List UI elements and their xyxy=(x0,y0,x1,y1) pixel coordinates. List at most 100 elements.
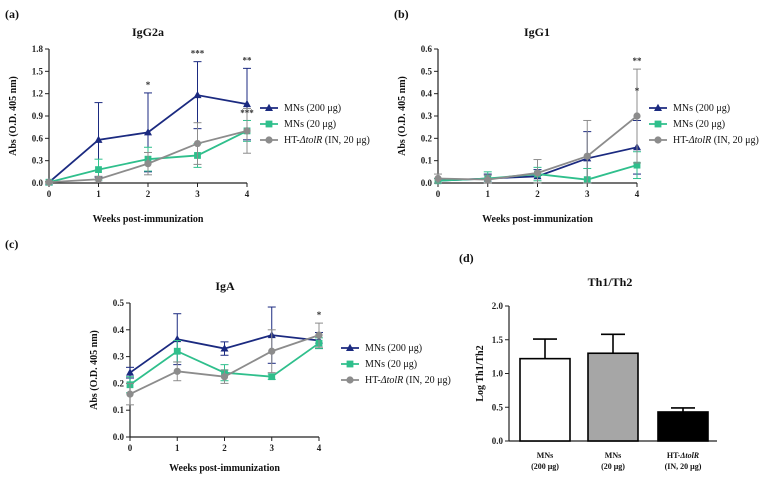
x-tick-label: 4 xyxy=(317,443,322,453)
chart-title: Th1/Th2 xyxy=(588,275,633,289)
data-point xyxy=(45,178,53,186)
data-point xyxy=(633,112,641,120)
y-tick-label: 1.8 xyxy=(32,44,44,54)
category-label: MNs xyxy=(605,451,621,460)
y-tick-label: 0.6 xyxy=(32,133,44,143)
x-tick-label: 3 xyxy=(270,443,275,453)
y-axis-label: Abs (O.D. 405 nm) xyxy=(89,330,100,410)
x-tick-label: 2 xyxy=(146,189,151,199)
y-tick-label: 0.9 xyxy=(32,111,44,121)
bar xyxy=(657,411,709,442)
data-point xyxy=(220,373,229,381)
x-tick-label: 2 xyxy=(222,443,227,453)
significance-marker: * xyxy=(146,80,151,90)
data-point xyxy=(126,368,134,376)
y-axis-label: Abs (O.D. 405 nm) xyxy=(8,76,19,156)
x-tick-label: 3 xyxy=(195,189,200,199)
panel-label: (c) xyxy=(5,237,18,251)
y-tick-label: 0.0 xyxy=(32,178,44,188)
legend-marker xyxy=(654,120,662,128)
y-tick-label: 1.0 xyxy=(492,369,504,379)
y-tick-label: 0.0 xyxy=(113,432,125,442)
legend-label: MNs (20 μg) xyxy=(365,359,417,370)
x-tick-label: 0 xyxy=(47,189,52,199)
data-point xyxy=(173,367,181,375)
legend-marker xyxy=(346,376,354,384)
data-point xyxy=(144,128,152,136)
y-tick-label: 1.2 xyxy=(32,89,44,99)
y-tick-label: 0.5 xyxy=(421,66,433,76)
legend-marker xyxy=(654,136,662,144)
panel-label: (a) xyxy=(5,7,19,21)
x-tick-label: 3 xyxy=(585,189,590,199)
y-tick-label: 0.2 xyxy=(421,133,433,143)
significance-marker: *** xyxy=(240,108,254,118)
legend-label: HT-ΔtolR (IN, 20 μg) xyxy=(284,135,370,146)
x-axis-label: Weeks post-immunization xyxy=(169,463,280,474)
x-tick-label: 1 xyxy=(486,189,491,199)
category-sublabel: (20 μg) xyxy=(601,462,625,471)
legend-marker xyxy=(654,103,662,111)
data-point xyxy=(633,161,641,169)
y-tick-label: 1.5 xyxy=(492,335,504,345)
category-sublabel: (IN, 20 μg) xyxy=(665,462,702,471)
y-tick-label: 0.4 xyxy=(113,325,125,335)
chart-title: IgA xyxy=(215,279,235,293)
legend-label: MNs (20 μg) xyxy=(284,119,336,130)
x-tick-label: 0 xyxy=(128,443,133,453)
data-point xyxy=(243,127,251,135)
panel-label: (d) xyxy=(459,251,474,265)
significance-marker: ** xyxy=(633,56,643,66)
chart-title: IgG2a xyxy=(132,25,164,39)
bar xyxy=(519,357,571,442)
x-tick-label: 4 xyxy=(635,189,640,199)
legend-label: MNs (200 μg) xyxy=(365,343,422,354)
y-tick-label: 0.1 xyxy=(113,405,125,415)
data-point xyxy=(268,347,276,355)
legend-label: MNs (200 μg) xyxy=(673,103,730,114)
x-axis-label: Weeks post-immunization xyxy=(482,214,593,225)
y-tick-label: 0.3 xyxy=(113,352,125,362)
category-sublabel: (200 μg) xyxy=(531,462,559,471)
legend-marker xyxy=(265,120,273,128)
data-point xyxy=(95,166,102,173)
y-tick-label: 0.5 xyxy=(113,298,125,308)
x-tick-label: 2 xyxy=(535,189,540,199)
x-tick-label: 1 xyxy=(96,189,101,199)
data-point xyxy=(583,152,591,160)
panel-label: (b) xyxy=(394,7,409,21)
y-axis-label: Log Th1/Th2 xyxy=(475,345,486,401)
data-point xyxy=(94,135,103,143)
data-point xyxy=(268,373,276,381)
data-point xyxy=(173,347,181,355)
significance-marker: * xyxy=(635,86,640,96)
x-tick-label: 1 xyxy=(175,443,180,453)
bar xyxy=(587,352,639,442)
y-tick-label: 0.3 xyxy=(32,156,44,166)
legend-label: HT-ΔtolR (IN, 20 μg) xyxy=(365,375,451,386)
data-point xyxy=(243,99,251,108)
category-label: HT-ΔtolR xyxy=(667,451,700,460)
y-tick-label: 0.2 xyxy=(113,378,125,388)
y-tick-label: 2.0 xyxy=(492,301,504,311)
y-tick-label: 0.4 xyxy=(421,89,433,99)
legend-marker xyxy=(346,343,354,351)
x-tick-label: 0 xyxy=(436,189,441,199)
x-axis-label: Weeks post-immunization xyxy=(93,214,204,225)
legend-marker xyxy=(265,136,273,144)
y-tick-label: 0.5 xyxy=(492,402,504,412)
y-tick-label: 0.0 xyxy=(421,178,433,188)
data-point xyxy=(94,175,103,183)
data-point xyxy=(533,169,542,177)
y-tick-label: 0.6 xyxy=(421,44,433,54)
legend-marker xyxy=(346,360,354,368)
y-tick-label: 0.0 xyxy=(492,436,504,446)
data-point xyxy=(193,90,202,99)
category-label: MNs xyxy=(537,451,553,460)
x-tick-label: 4 xyxy=(245,189,250,199)
data-point xyxy=(434,174,442,183)
data-point xyxy=(220,344,229,352)
data-point xyxy=(484,176,492,184)
significance-marker: * xyxy=(317,310,322,320)
